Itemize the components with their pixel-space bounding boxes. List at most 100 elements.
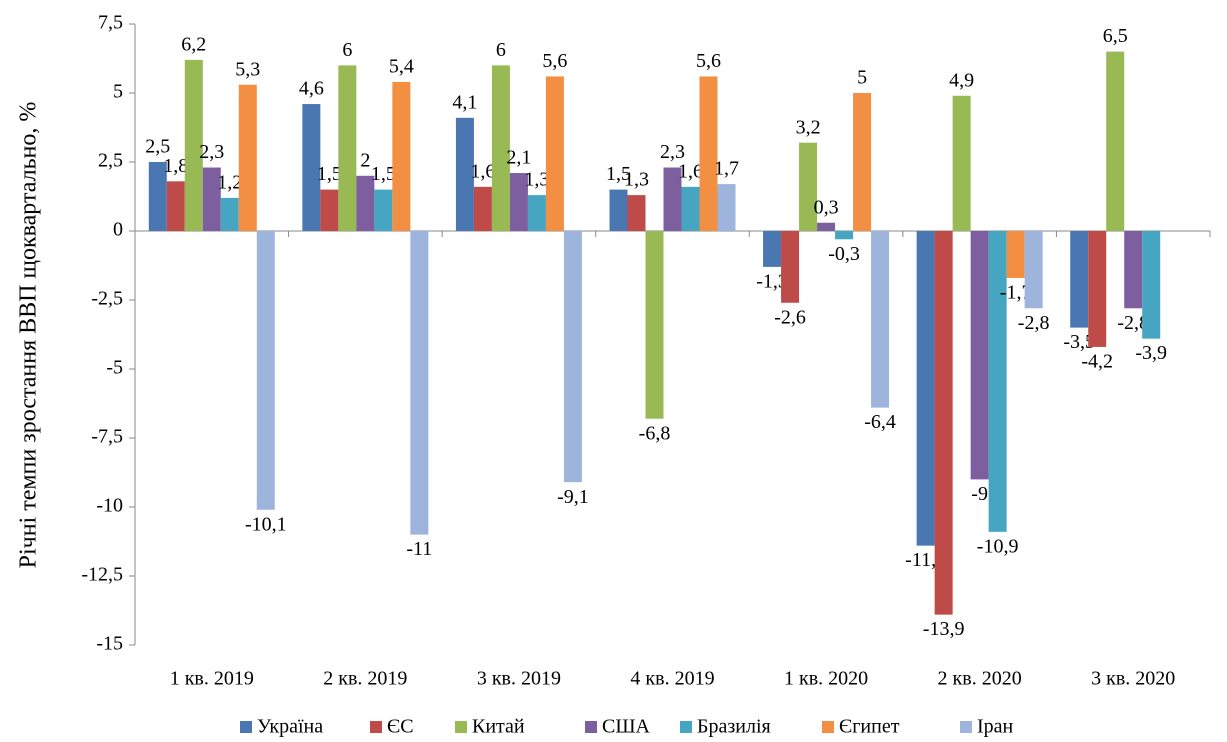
y-tick-label: -12,5	[81, 564, 123, 586]
data-label: 5,6	[542, 50, 567, 72]
bar	[1106, 51, 1125, 231]
bar	[763, 231, 782, 267]
bar	[835, 231, 854, 240]
data-label: -1,3	[756, 270, 788, 292]
y-tick-label: -7,5	[91, 426, 123, 448]
x-tick-label: 3 кв. 2020	[1091, 668, 1175, 690]
bar	[410, 231, 429, 535]
bar	[799, 142, 818, 231]
legend-label: Іран	[977, 716, 1014, 738]
bar	[509, 173, 528, 231]
bar	[1024, 231, 1043, 309]
bar	[356, 175, 375, 231]
bar	[184, 59, 203, 231]
data-label: 2,1	[506, 147, 531, 169]
x-tick-label: 2 кв. 2020	[938, 668, 1022, 690]
bar	[256, 231, 275, 510]
y-tick-label: -15	[96, 633, 123, 655]
x-tick-label: 1 кв. 2020	[784, 668, 868, 690]
data-label: -2,8	[1018, 312, 1050, 334]
data-label: 1,3	[624, 169, 649, 191]
y-tick-label: -2,5	[91, 288, 123, 310]
data-label: 2,5	[145, 136, 170, 158]
bar	[871, 231, 890, 408]
data-label: 5,3	[235, 58, 260, 80]
bar	[699, 76, 718, 231]
legend-swatch	[960, 721, 972, 733]
data-label: 5	[857, 67, 867, 89]
data-label: -2,8	[1117, 312, 1149, 334]
bar	[320, 189, 339, 231]
y-tick-label: 7,5	[98, 12, 123, 34]
data-label: 2	[360, 149, 370, 171]
data-label: 1,5	[317, 163, 342, 185]
data-label: -11	[406, 538, 432, 560]
bar	[1006, 231, 1025, 278]
data-label: 6,2	[181, 33, 206, 55]
data-label: 2,3	[199, 141, 224, 163]
data-label: 1,2	[217, 171, 242, 193]
legend-swatch	[455, 721, 467, 733]
legend-label: Китай	[472, 716, 525, 738]
data-label: 5,4	[389, 56, 414, 78]
data-label: -6,8	[639, 422, 671, 444]
legend-swatch	[585, 721, 597, 733]
data-label: 4,6	[299, 78, 324, 100]
bar	[1070, 231, 1089, 328]
data-label: -4,2	[1081, 351, 1113, 373]
data-label: 0,3	[814, 196, 839, 218]
bar	[916, 231, 935, 546]
x-tick-label: 2 кв. 2019	[323, 668, 407, 690]
bar	[681, 186, 700, 231]
bar	[952, 95, 971, 231]
data-label: -3,5	[1063, 331, 1095, 353]
y-tick-label: -10	[96, 495, 123, 517]
data-label: 4,1	[452, 91, 477, 113]
bar	[627, 195, 646, 231]
data-label: 1,8	[163, 155, 188, 177]
data-label: 6	[496, 39, 506, 61]
legend-swatch	[822, 721, 834, 733]
bar	[609, 189, 628, 231]
bar	[1124, 231, 1143, 309]
bar	[970, 231, 989, 480]
data-label: 1,6	[678, 160, 703, 182]
bar	[338, 65, 357, 232]
data-label: 1,3	[524, 169, 549, 191]
data-label: 5,6	[696, 50, 721, 72]
bar	[392, 81, 411, 232]
data-label: 1,6	[470, 160, 495, 182]
data-label: 6,5	[1103, 25, 1128, 47]
data-label: 4,9	[949, 69, 974, 91]
data-label: 2,3	[660, 141, 685, 163]
data-label: 6	[342, 39, 352, 61]
data-label: 3,2	[796, 116, 821, 138]
data-label: -6,4	[864, 411, 896, 433]
bar	[988, 231, 1007, 532]
data-label: -13,9	[923, 618, 965, 640]
legend-label: ЄС	[387, 716, 414, 738]
x-tick-label: 3 кв. 2019	[477, 668, 561, 690]
bar	[663, 167, 682, 231]
data-label: -0,3	[828, 243, 860, 265]
y-axis-title: Річні темпи зростання ВВП щоквартально, …	[16, 102, 42, 569]
data-label: -9	[971, 483, 988, 505]
data-label: -10,9	[977, 535, 1019, 557]
bar	[202, 167, 221, 231]
data-label: -3,9	[1135, 342, 1167, 364]
bar	[781, 231, 800, 303]
bar	[817, 222, 836, 231]
bar	[717, 184, 736, 231]
legend-label: Україна	[257, 716, 323, 738]
bar	[374, 189, 393, 231]
x-tick-label: 1 кв. 2019	[170, 668, 254, 690]
x-tick-label: 4 кв. 2019	[630, 668, 714, 690]
bar	[455, 117, 474, 231]
data-label: -1,7	[1000, 282, 1032, 304]
bar	[934, 231, 953, 615]
legend-swatch	[370, 721, 382, 733]
data-label: 1,5	[606, 163, 631, 185]
bar	[220, 197, 239, 231]
y-tick-label: 2,5	[98, 150, 123, 172]
